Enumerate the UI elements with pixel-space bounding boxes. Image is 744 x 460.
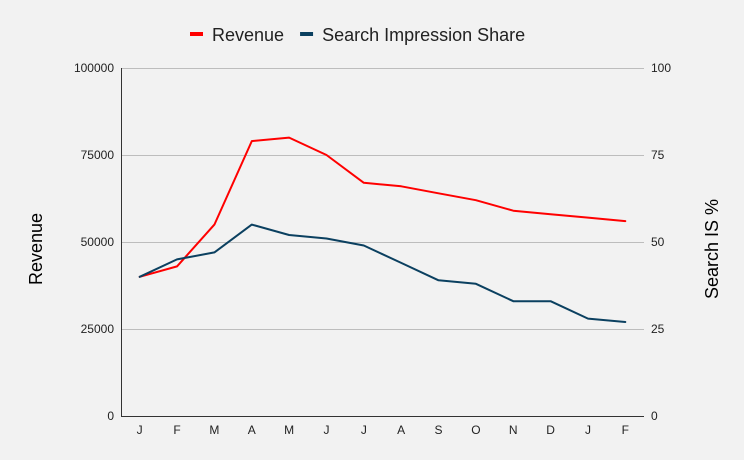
left-tick-label: 50000 (81, 235, 115, 249)
right-tick-label: 0 (651, 409, 658, 423)
axes: 0 25000 50000 75000 100000 0 25 50 75 100 J F M A M J J A… (74, 61, 671, 437)
right-tick-label: 100 (651, 61, 671, 75)
x-tick-label: F (622, 423, 629, 437)
x-tick-label: S (435, 423, 443, 437)
x-tick-label: M (209, 423, 219, 437)
x-tick-label: M (284, 423, 294, 437)
gridlines (121, 68, 644, 330)
right-axis-title: Search IS % (702, 199, 722, 299)
left-tick-label: 100000 (74, 61, 114, 75)
series-lines (138, 136, 627, 323)
x-tick-label: O (471, 423, 480, 437)
left-tick-label: 0 (107, 409, 114, 423)
legend-label-revenue: Revenue (212, 25, 284, 45)
right-tick-label: 25 (651, 322, 665, 336)
x-tick-label: J (585, 423, 591, 437)
series-line-search-impression-share (138, 223, 627, 323)
x-tick-label: D (546, 423, 555, 437)
x-tick-label: J (361, 423, 367, 437)
left-tick-label: 25000 (81, 322, 115, 336)
legend-label-search-impression-share: Search Impression Share (322, 25, 525, 45)
series-line-revenue (138, 136, 627, 278)
x-tick-label: J (137, 423, 143, 437)
x-tick-label: A (397, 423, 405, 437)
left-tick-label: 75000 (81, 148, 115, 162)
right-tick-label: 50 (651, 235, 665, 249)
left-axis-title: Revenue (26, 213, 46, 285)
x-tick-label: N (509, 423, 518, 437)
x-tick-label: J (323, 423, 329, 437)
right-tick-label: 75 (651, 148, 665, 162)
x-tick-label: F (173, 423, 180, 437)
x-tick-label: A (248, 423, 256, 437)
legend: Revenue Search Impression Share (190, 25, 525, 45)
